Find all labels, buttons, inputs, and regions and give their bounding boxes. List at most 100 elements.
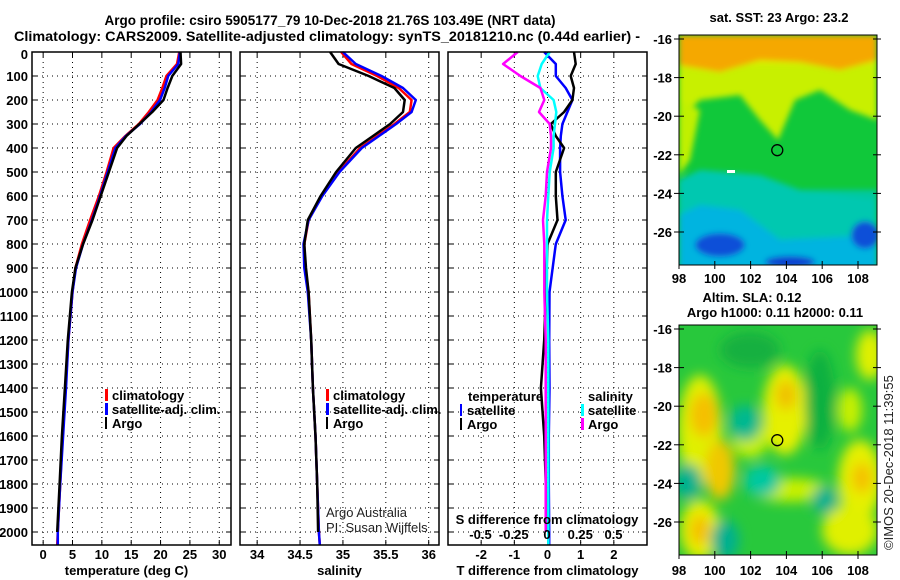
x-tick-label: 98 <box>672 563 686 578</box>
legend-swatch-climatology <box>105 389 108 401</box>
x-tick-label: 5 <box>69 547 76 562</box>
x-tick-label: 108 <box>847 563 869 578</box>
legend-swatch-t-satellite <box>460 404 462 416</box>
figure-title-line2: Climatology: CARS2009. Satellite-adjuste… <box>14 29 640 44</box>
y-tick-label: 1900 <box>0 501 28 516</box>
y-tick-label: -20 <box>653 399 672 414</box>
y-tick-label: -18 <box>653 71 672 86</box>
legend-swatch-satellite <box>105 403 108 415</box>
x2-tick-label: 0.25 <box>568 527 593 542</box>
legend-label: satellite-adj. clim. <box>333 402 441 417</box>
difference-panel: -2 -1 0 1 2T difference from climatology S di… <box>447 51 648 578</box>
x-axis-label: temperature (deg C) <box>65 563 189 578</box>
x-tick-label: -2 <box>475 547 487 562</box>
x-tick-label: 2 <box>610 547 617 562</box>
series-line-argo <box>55 51 183 533</box>
y-tick-label: -16 <box>653 322 672 337</box>
y-tick-label: -18 <box>653 361 672 376</box>
x2-tick-label: -0.25 <box>499 527 529 542</box>
series-line-s-argo <box>501 51 553 532</box>
x-tick-label: 0 <box>40 547 47 562</box>
y-tick-label: 1400 <box>0 381 28 396</box>
x-tick-label: 102 <box>740 271 762 286</box>
temperature-legend: climatology satellite-adj. clim. Argo <box>105 388 220 431</box>
x-tick-label: 100 <box>704 563 726 578</box>
legend-title-salinity: salinity <box>588 389 634 404</box>
x-tick-label: 98 <box>672 271 686 286</box>
sla-map-title: Altim. SLA: 0.12 <box>703 290 802 305</box>
series-line-s-satellite <box>536 51 558 545</box>
credit-line1: Argo Australia <box>326 505 408 520</box>
y-tick-label: 900 <box>6 261 28 276</box>
x-tick-label: 0 <box>544 547 551 562</box>
legend-label: satellite <box>467 403 515 418</box>
copyright-timestamp: ©IMOS 20-Dec-2018 11:39:55 <box>881 375 896 550</box>
legend-title-temperature: temperature <box>468 389 543 404</box>
y-tick-label: 1600 <box>0 429 28 444</box>
x-tick-label: 15 <box>124 547 138 562</box>
y-tick-label: 1700 <box>0 453 28 468</box>
sla-map <box>679 325 877 555</box>
x-tick-label: 1 <box>577 547 584 562</box>
y-tick-label: -24 <box>653 186 673 201</box>
difference-legend: temperature satellite Argo salinity sate… <box>460 389 636 432</box>
sst-map-title: sat. SST: 23 Argo: 23.2 <box>710 10 849 25</box>
legend-label: satellite <box>588 403 636 418</box>
x-tick-label: 30 <box>212 547 226 562</box>
x-tick-label: 34.5 <box>287 547 312 562</box>
y-tick-label: 100 <box>6 69 28 84</box>
legend-swatch-t-argo <box>460 418 462 430</box>
x-tick-label: 106 <box>811 271 833 286</box>
x-tick-label: 34 <box>250 547 265 562</box>
y-tick-label: 1000 <box>0 285 28 300</box>
y-tick-label: 2000 <box>0 525 28 540</box>
y-tick-label: -26 <box>653 225 672 240</box>
x-tick-label: 35 <box>336 547 350 562</box>
legend-swatch-climatology <box>326 389 329 401</box>
x-tick-label: 104 <box>776 563 798 578</box>
legend-label: Argo <box>467 417 497 432</box>
sla-map-frame <box>678 324 878 556</box>
x2-axis-label: S difference from climatology <box>456 512 640 527</box>
x-tick-label: 10 <box>95 547 109 562</box>
y-tick-label: 500 <box>6 165 28 180</box>
y-tick-label: -22 <box>653 438 672 453</box>
sst-map-frame <box>678 34 878 266</box>
legend-swatch-satellite <box>326 403 329 415</box>
argo-location-marker <box>771 434 784 447</box>
argo-location-marker <box>771 144 784 157</box>
y-tick-label: 1100 <box>0 309 28 324</box>
y-tick-label: 1300 <box>0 357 28 372</box>
legend-swatch-argo <box>105 417 107 429</box>
legend-swatch-s-argo <box>581 418 584 430</box>
x-tick-label: 104 <box>776 271 798 286</box>
legend-label: Argo <box>333 416 363 431</box>
series-line-satellite-adj-clim- <box>56 51 182 545</box>
salinity-legend: climatology satellite-adj. clim. Argo <box>326 388 441 431</box>
y-tick-label: 400 <box>6 141 28 156</box>
x2-tick-label: -0.5 <box>469 527 491 542</box>
y-tick-label: -26 <box>653 515 672 530</box>
x-tick-label: 20 <box>153 547 167 562</box>
y-tick-label: 1500 <box>0 405 28 420</box>
y-tick-label: 800 <box>6 237 28 252</box>
x2-tick-label: 0.5 <box>604 527 622 542</box>
y-tick-label: -20 <box>653 109 672 124</box>
x-tick-label: 102 <box>740 563 762 578</box>
x-axis-label: T difference from climatology <box>456 563 639 578</box>
x-tick-label: 25 <box>183 547 197 562</box>
sla-map-axes: 98 100 102 104 106 108 -16 -18 -20 -22 -24 -26 <box>653 322 881 578</box>
x-tick-label: -1 <box>509 547 521 562</box>
series-line-argo <box>303 51 406 533</box>
plot-frame <box>239 51 440 546</box>
credit-line2: PI: Susan Wijffels <box>326 520 428 535</box>
legend-swatch-s-satellite <box>581 404 584 416</box>
legend-label: satellite-adj. clim. <box>112 402 220 417</box>
y-tick-label: 300 <box>6 117 28 132</box>
plot-frame <box>447 51 648 546</box>
temperature-panel: 0 5 10 15 20 25 30 temperature (deg C) 0 100 200 30… <box>0 47 232 578</box>
x2-tick-label: 0 <box>543 527 550 542</box>
sla-map-subtitle: Argo h1000: 0.11 h2000: 0.11 <box>687 305 863 320</box>
y-tick-label: 1200 <box>0 333 28 348</box>
